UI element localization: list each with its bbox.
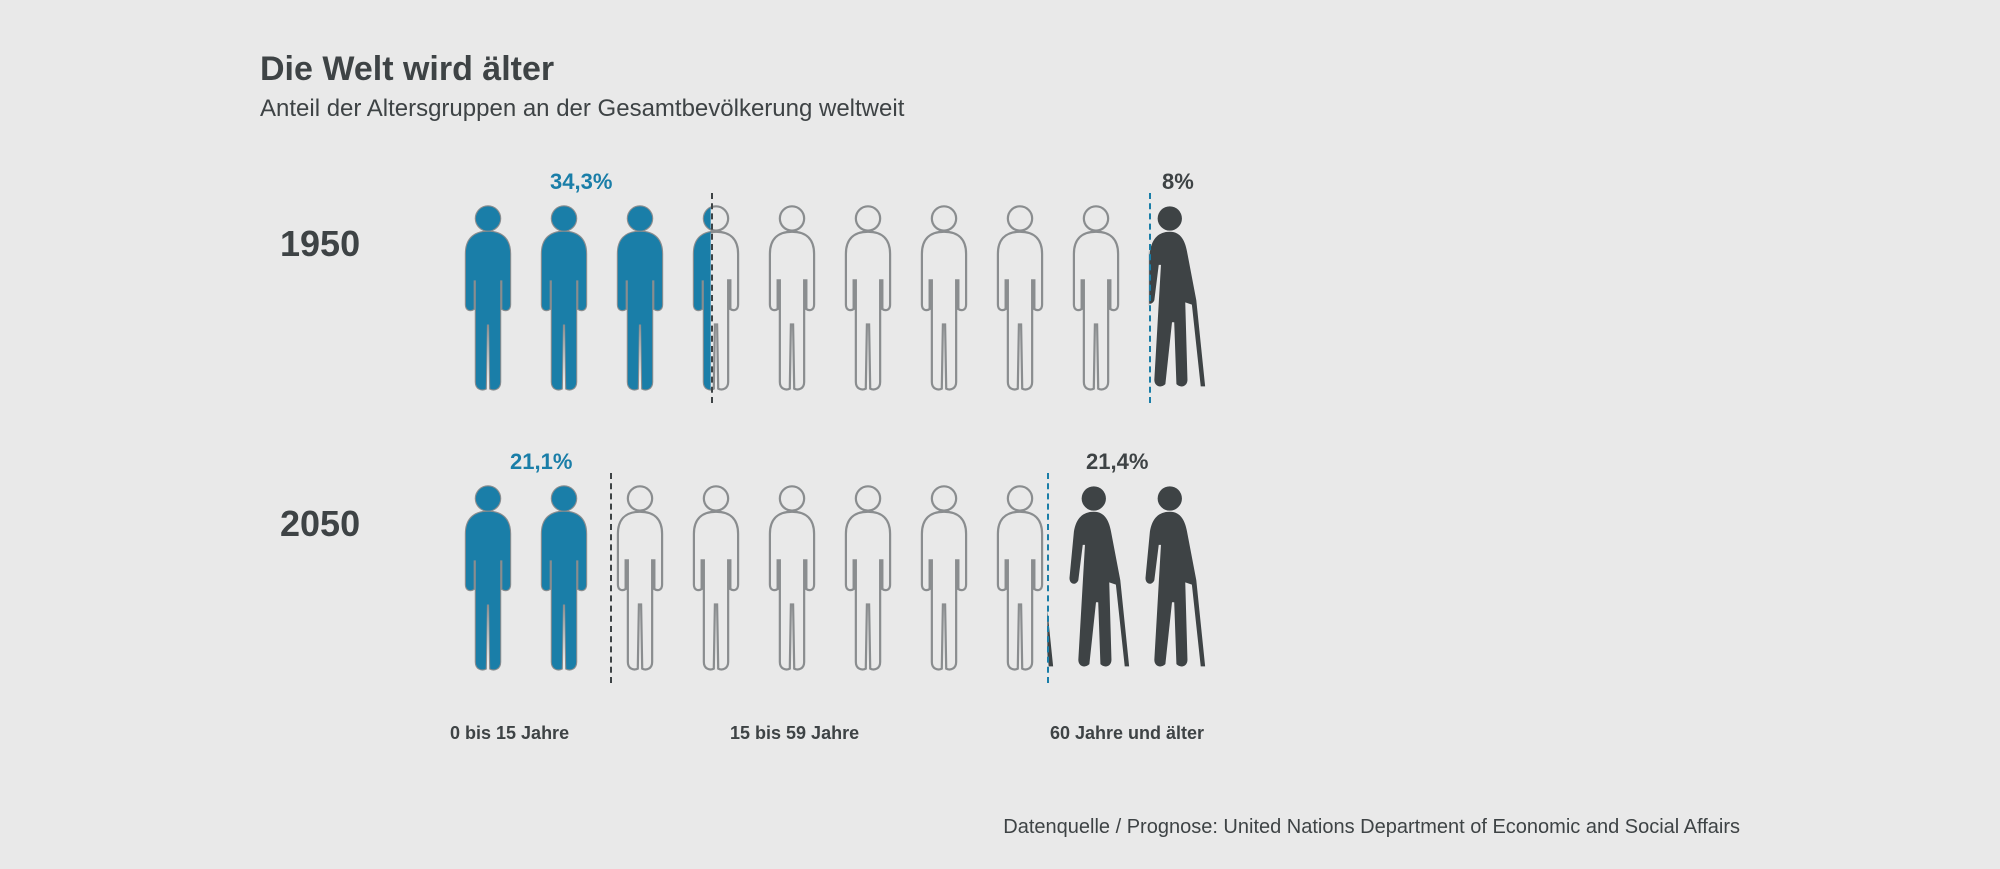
icon-slot bbox=[830, 203, 906, 393]
icon-slot bbox=[678, 203, 754, 393]
person-icon bbox=[906, 203, 982, 393]
icon-slot bbox=[830, 483, 906, 673]
icon-slot bbox=[906, 203, 982, 393]
data-row: 2050 21,1%21,4% bbox=[260, 453, 1740, 703]
infographic-container: Die Welt wird älter Anteil der Altersgru… bbox=[260, 50, 1740, 763]
icon-slot bbox=[450, 483, 526, 673]
year-label: 1950 bbox=[280, 223, 360, 265]
icon-slot bbox=[906, 483, 982, 673]
person-icon bbox=[602, 203, 678, 393]
person-icon bbox=[982, 203, 1058, 393]
source-text: Datenquelle / Prognose: United Nations D… bbox=[1003, 816, 1740, 839]
person-icon bbox=[526, 483, 602, 673]
legend-row: 0 bis 15 Jahre 15 bis 59 Jahre 60 Jahre … bbox=[450, 723, 1210, 763]
icon-slot bbox=[982, 203, 1058, 393]
pictogram-strip: 21,1%21,4% bbox=[450, 453, 1210, 703]
icon-slot bbox=[526, 203, 602, 393]
data-row: 1950 34,3%8% bbox=[260, 173, 1740, 423]
icon-slot bbox=[1134, 483, 1210, 673]
elder-icon bbox=[1058, 483, 1134, 673]
title: Die Welt wird älter bbox=[260, 50, 1740, 89]
icon-slot bbox=[1058, 483, 1134, 673]
pictogram-strip: 34,3%8% bbox=[450, 173, 1210, 423]
person-icon bbox=[754, 483, 830, 673]
person-icon bbox=[678, 483, 754, 673]
icon-slot bbox=[1134, 203, 1210, 393]
divider-old bbox=[1149, 193, 1151, 403]
legend-middle: 15 bis 59 Jahre bbox=[730, 723, 859, 744]
icon-slot bbox=[602, 483, 678, 673]
legend-young: 0 bis 15 Jahre bbox=[450, 723, 569, 744]
pct-young: 34,3% bbox=[550, 169, 612, 195]
person-icon bbox=[754, 203, 830, 393]
person-icon bbox=[906, 483, 982, 673]
icon-slot bbox=[754, 203, 830, 393]
icon-slot bbox=[602, 203, 678, 393]
elder-icon bbox=[1134, 483, 1210, 673]
divider-old bbox=[1047, 473, 1049, 683]
person-icon bbox=[830, 483, 906, 673]
person-icon bbox=[450, 203, 526, 393]
legend-old: 60 Jahre und älter bbox=[1050, 723, 1204, 744]
pct-old: 8% bbox=[1162, 169, 1194, 195]
icon-slot bbox=[754, 483, 830, 673]
icon-slot bbox=[526, 483, 602, 673]
person-icon bbox=[526, 203, 602, 393]
person-icon bbox=[830, 203, 906, 393]
icon-slot bbox=[678, 483, 754, 673]
person-icon bbox=[602, 483, 678, 673]
icons bbox=[450, 203, 1210, 393]
pct-young: 21,1% bbox=[510, 449, 572, 475]
icons bbox=[450, 483, 1210, 673]
pct-old: 21,4% bbox=[1086, 449, 1148, 475]
person-icon bbox=[1058, 203, 1134, 393]
subtitle: Anteil der Altersgruppen an der Gesamtbe… bbox=[260, 95, 1740, 123]
person-icon bbox=[450, 483, 526, 673]
divider-young bbox=[711, 193, 713, 403]
icon-slot bbox=[1058, 203, 1134, 393]
year-label: 2050 bbox=[280, 503, 360, 545]
divider-young bbox=[610, 473, 612, 683]
icon-slot bbox=[450, 203, 526, 393]
